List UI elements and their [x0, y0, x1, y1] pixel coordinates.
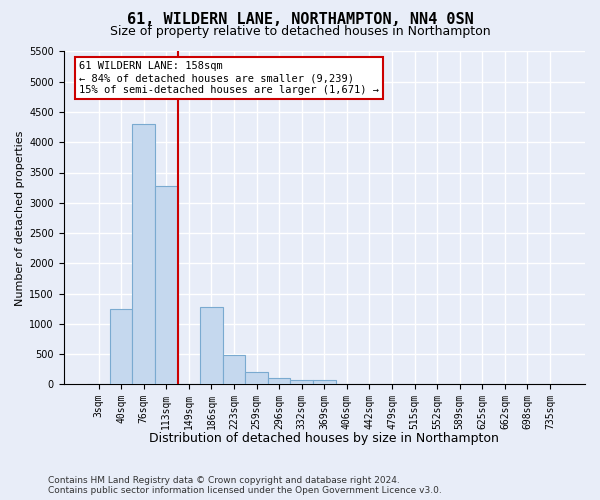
- Bar: [290, 380, 313, 384]
- Text: 61, WILDERN LANE, NORTHAMPTON, NN4 0SN: 61, WILDERN LANE, NORTHAMPTON, NN4 0SN: [127, 12, 473, 28]
- Y-axis label: Number of detached properties: Number of detached properties: [15, 130, 25, 306]
- Bar: [313, 380, 335, 384]
- Text: Contains HM Land Registry data © Crown copyright and database right 2024.
Contai: Contains HM Land Registry data © Crown c…: [48, 476, 442, 495]
- Bar: [200, 308, 223, 384]
- Bar: [110, 308, 133, 384]
- Bar: [245, 372, 268, 384]
- Text: 61 WILDERN LANE: 158sqm
← 84% of detached houses are smaller (9,239)
15% of semi: 61 WILDERN LANE: 158sqm ← 84% of detache…: [79, 62, 379, 94]
- Bar: [268, 378, 290, 384]
- Text: Size of property relative to detached houses in Northampton: Size of property relative to detached ho…: [110, 25, 490, 38]
- Bar: [223, 354, 245, 384]
- Bar: [155, 186, 178, 384]
- Bar: [133, 124, 155, 384]
- X-axis label: Distribution of detached houses by size in Northampton: Distribution of detached houses by size …: [149, 432, 499, 445]
